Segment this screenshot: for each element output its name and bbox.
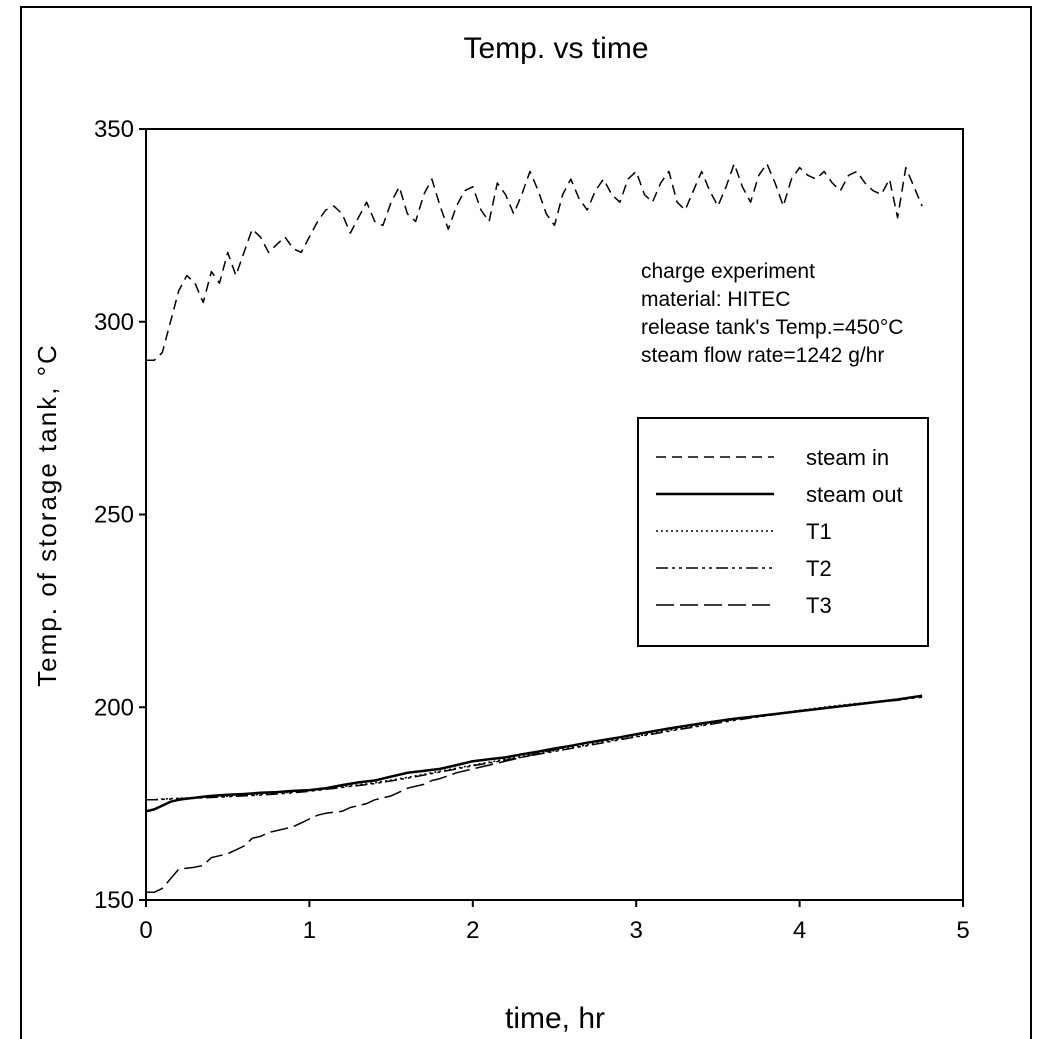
x-tick-label: 5 bbox=[956, 917, 969, 944]
annotation-line: steam flow rate=1242 g/hr bbox=[641, 344, 884, 367]
y-tick-label: 250 bbox=[94, 502, 134, 529]
chart-title: Temp. vs time bbox=[463, 32, 648, 65]
y-axis-label: Temp. of storage tank, °C bbox=[32, 343, 62, 687]
annotation-line: charge experiment bbox=[641, 260, 815, 283]
figure-frame bbox=[20, 6, 1032, 1039]
series-line-t2 bbox=[146, 696, 923, 801]
annotation-line: material: HITEC bbox=[641, 288, 790, 311]
y-tick-label: 350 bbox=[94, 116, 134, 143]
x-axis-label: time, hr bbox=[505, 1002, 605, 1035]
y-tick-label: 200 bbox=[94, 694, 134, 721]
y-tick-label: 150 bbox=[94, 887, 134, 914]
series-line-t3 bbox=[146, 694, 923, 894]
legend-label: steam in bbox=[806, 445, 889, 470]
x-tick-label: 3 bbox=[630, 917, 643, 944]
series-line-t1 bbox=[146, 695, 923, 801]
x-tick-label: 2 bbox=[466, 917, 479, 944]
series-line-steam-in bbox=[146, 162, 923, 362]
legend-label: steam out bbox=[806, 482, 903, 507]
x-tick-label: 4 bbox=[793, 917, 806, 944]
legend-label: T2 bbox=[806, 556, 832, 581]
legend-label: T3 bbox=[806, 593, 832, 618]
legend-box bbox=[637, 417, 929, 647]
annotation-line: release tank's Temp.=450°C bbox=[641, 316, 903, 339]
x-tick-label: 0 bbox=[139, 917, 152, 944]
x-tick-label: 1 bbox=[303, 917, 316, 944]
legend-label: T1 bbox=[806, 519, 832, 544]
y-tick-label: 300 bbox=[94, 309, 134, 336]
